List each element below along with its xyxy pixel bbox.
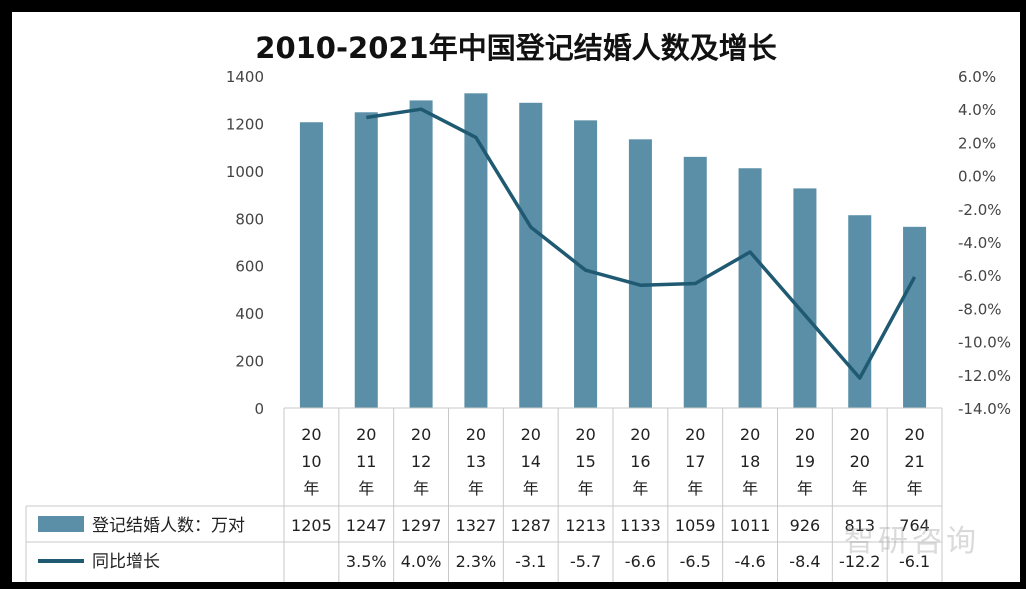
right-axis-tick-label: -6.0% bbox=[958, 267, 1002, 285]
right-axis-tick-label: 2.0% bbox=[958, 134, 996, 152]
category-label: 17 bbox=[685, 452, 705, 471]
table-value-marriages: 813 bbox=[844, 516, 875, 535]
left-axis-tick-label: 1000 bbox=[226, 163, 264, 181]
table-value-growth: -4.6 bbox=[734, 552, 765, 571]
category-label: 年 bbox=[303, 479, 319, 498]
category-label: 年 bbox=[523, 479, 539, 498]
left-axis-tick-label: 400 bbox=[235, 305, 264, 323]
category-label: 20 bbox=[356, 425, 376, 444]
category-label: 20 bbox=[630, 425, 650, 444]
right-axis-tick-label: 4.0% bbox=[958, 101, 996, 119]
table-value-growth: -12.2 bbox=[839, 552, 880, 571]
chart-frame: 2010-2021年中国登记结婚人数及增长 0 200 400 600 800 1000 12… bbox=[12, 12, 1020, 582]
bar bbox=[793, 188, 817, 408]
table-value-marriages: 1011 bbox=[730, 516, 771, 535]
right-axis-tick-label: -10.0% bbox=[958, 334, 1011, 352]
right-axis-tick-label: -2.0% bbox=[958, 201, 1002, 219]
bar bbox=[354, 112, 378, 408]
category-label: 20 bbox=[795, 425, 815, 444]
table-value-marriages: 1059 bbox=[675, 516, 716, 535]
yoy-growth-line bbox=[366, 107, 917, 380]
category-label: 20 bbox=[740, 425, 760, 444]
table-value-marriages: 1205 bbox=[291, 516, 332, 535]
watermark: 智研咨询 bbox=[844, 524, 980, 559]
category-label: 14 bbox=[521, 452, 541, 471]
table-value-growth: -6.1 bbox=[899, 552, 930, 571]
bar bbox=[574, 120, 598, 409]
category-label: 年 bbox=[742, 479, 758, 498]
category-label: 20 bbox=[411, 425, 431, 444]
category-label: 15 bbox=[575, 452, 595, 471]
right-axis-tick-label: -4.0% bbox=[958, 234, 1002, 252]
table-value-marriages: 1287 bbox=[510, 516, 551, 535]
category-label: 年 bbox=[578, 479, 594, 498]
bar bbox=[519, 102, 543, 408]
category-label: 19 bbox=[795, 452, 815, 471]
table-value-marriages: 926 bbox=[790, 516, 821, 535]
bar bbox=[409, 100, 433, 408]
right-axis-tick-label: -14.0% bbox=[958, 400, 1011, 418]
bar bbox=[299, 122, 323, 408]
table-value-marriages: 1133 bbox=[620, 516, 661, 535]
right-axis-tick-label: -8.0% bbox=[958, 300, 1002, 318]
category-label: 20 bbox=[466, 425, 486, 444]
left-axis-tick-label: 0 bbox=[254, 400, 264, 418]
category-label: 20 bbox=[521, 425, 541, 444]
legend-line-name: 同比增长 bbox=[92, 552, 160, 572]
category-label: 20 bbox=[685, 425, 705, 444]
category-label: 年 bbox=[632, 479, 648, 498]
left-axis-tick-label: 200 bbox=[235, 353, 264, 371]
category-label: 年 bbox=[852, 479, 868, 498]
category-label: 年 bbox=[907, 479, 923, 498]
table-value-growth: -6.5 bbox=[680, 552, 711, 571]
table-value-marriages: 1213 bbox=[565, 516, 606, 535]
table-value-growth: -8.4 bbox=[789, 552, 820, 571]
category-label: 16 bbox=[630, 452, 650, 471]
chart-title: 2010-2021年中国登记结婚人数及增长 bbox=[255, 31, 777, 65]
category-label: 年 bbox=[687, 479, 703, 498]
left-axis-tick-label: 1200 bbox=[226, 115, 264, 133]
right-axis-tick-label: 6.0% bbox=[958, 68, 996, 86]
category-label: 年 bbox=[468, 479, 484, 498]
table-value-growth: -3.1 bbox=[515, 552, 546, 571]
category-label: 20 bbox=[850, 425, 870, 444]
category-label: 20 bbox=[904, 425, 924, 444]
category-label: 13 bbox=[466, 452, 486, 471]
category-label: 12 bbox=[411, 452, 431, 471]
left-axis-tick-label: 1400 bbox=[226, 68, 264, 86]
table-value-marriages: 1297 bbox=[401, 516, 442, 535]
table-value-marriages: 1247 bbox=[346, 516, 387, 535]
bar bbox=[738, 168, 762, 408]
legend-bar-key bbox=[38, 516, 84, 532]
right-axis-tick-label: -12.0% bbox=[958, 367, 1011, 385]
table-value-growth: -6.6 bbox=[625, 552, 656, 571]
chart-svg: 2010-2021年中国登记结婚人数及增长 0 200 400 600 800 1000 12… bbox=[25, 31, 1011, 582]
right-axis-tick-label: 0.0% bbox=[958, 168, 996, 186]
category-label: 年 bbox=[797, 479, 813, 498]
category-label: 11 bbox=[356, 452, 376, 471]
table-value-growth: 4.0% bbox=[401, 552, 442, 571]
left-axis-tick-label: 800 bbox=[235, 210, 264, 228]
category-label: 年 bbox=[358, 479, 374, 498]
category-label: 年 bbox=[413, 479, 429, 498]
category-label: 20 bbox=[575, 425, 595, 444]
category-label: 20 bbox=[850, 452, 870, 471]
category-label: 20 bbox=[301, 425, 321, 444]
legend-bar-name: 登记结婚人数：万对 bbox=[92, 516, 245, 536]
table-value-growth: 3.5% bbox=[346, 552, 387, 571]
table-value-growth: 2.3% bbox=[456, 552, 497, 571]
table-value-marriages: 1327 bbox=[456, 516, 497, 535]
table-value-marriages: 764 bbox=[899, 516, 930, 535]
category-label: 21 bbox=[904, 452, 924, 471]
bar bbox=[848, 215, 872, 408]
category-label: 18 bbox=[740, 452, 760, 471]
bar bbox=[464, 93, 488, 408]
category-label: 10 bbox=[301, 452, 321, 471]
left-axis-tick-label: 600 bbox=[235, 258, 264, 276]
table-value-growth: -5.7 bbox=[570, 552, 601, 571]
bar bbox=[903, 226, 927, 408]
bar bbox=[628, 139, 652, 408]
